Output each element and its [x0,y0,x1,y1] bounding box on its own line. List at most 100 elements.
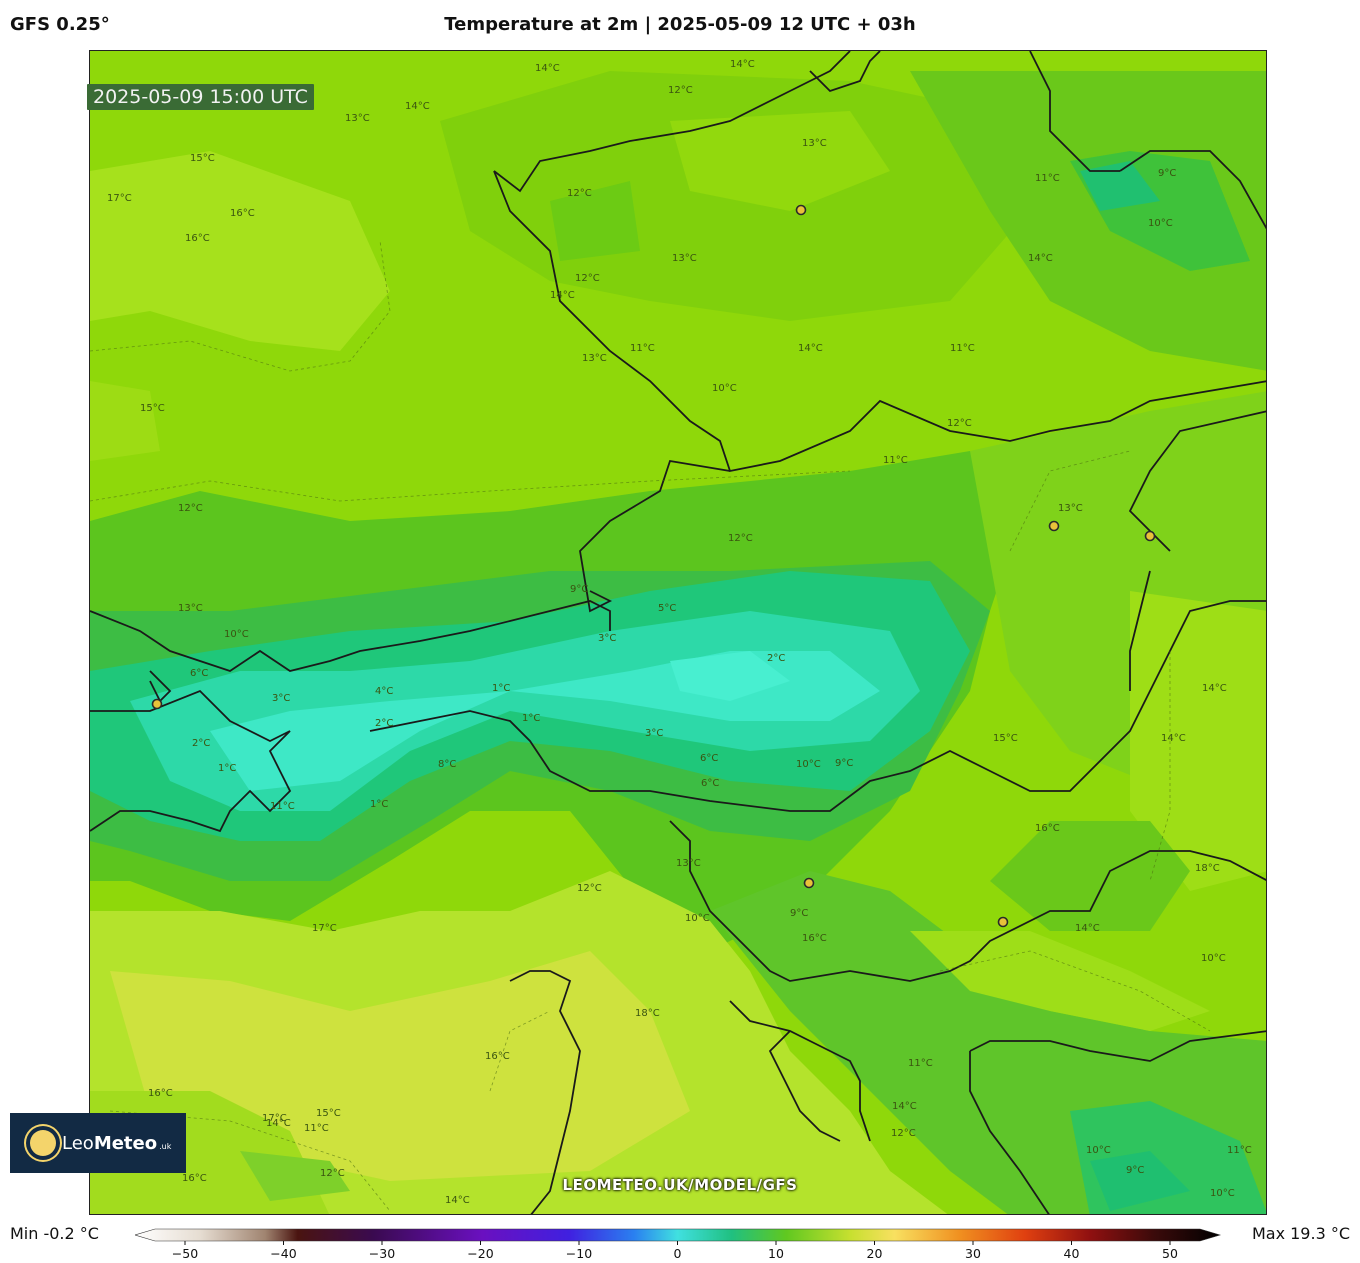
contour-label: 11°C [630,343,655,354]
contour-label: 2°C [375,718,393,729]
logo-suffix: .uk [159,1141,172,1151]
contour-label: 14°C [1028,253,1053,264]
contour-label: 14°C [445,1195,470,1206]
contour-label: 13°C [676,858,701,869]
contour-label: 14°C [892,1101,917,1112]
contour-label: 11°C [270,801,295,812]
contour-label: 14°C [798,343,823,354]
contour-label: 15°C [190,153,215,164]
contour-label: 14°C [730,59,755,70]
colorbar-tick-label: −40 [270,1246,296,1261]
contour-label: 1°C [218,763,236,774]
map-canvas: 14°C 14°C 13°C 12°C 14°C 13°C 15°C 17°C 16°C 16°C… [90,51,1266,1214]
contour-label: 16°C [182,1173,207,1184]
colorbar-tick-label: −10 [566,1246,592,1261]
contour-label: 9°C [790,908,808,919]
contour-label: 3°C [272,693,290,704]
contour-label: 2°C [767,653,785,664]
contour-label: 1°C [522,713,540,724]
contour-label: 13°C [582,353,607,364]
colorbar-tick-label: 40 [1064,1246,1080,1261]
colorbar-ticks: −50 −40 −30 −20 −10 0 10 20 30 40 50 [172,1241,1178,1261]
cool-zone-ne [910,71,1266,371]
watermark-url[interactable]: LEOMETEO.UK/MODEL/GFS [562,1176,798,1194]
country-borders [90,51,1266,1214]
city-marker [803,877,815,889]
colorbar-tick-label: −20 [467,1246,493,1261]
contour-label: 12°C [577,883,602,894]
contour-label: 6°C [700,753,718,764]
contour-label: 6°C [701,778,719,789]
colorbar-tick-label: 0 [674,1246,682,1261]
contour-label: 17°C [312,923,337,934]
contour-label: 15°C [993,733,1018,744]
contour-label: 17°C [107,193,132,204]
contour-label: 16°C [230,208,255,219]
contour-label: 16°C [802,933,827,944]
min-temp-label: Min -0.2 °C [10,1224,99,1243]
timestamp-badge: 2025-05-09 15:00 UTC [87,84,314,110]
contour-label: 16°C [148,1088,173,1099]
max-temp-label: Max 19.3 °C [1251,1224,1350,1243]
contour-label: 14°C [405,101,430,112]
colorbar-tick-label: 30 [965,1246,981,1261]
city-marker [1048,520,1060,532]
contour-label: 18°C [635,1008,660,1019]
contour-label: 10°C [1086,1145,1111,1156]
contour-label: 16°C [1035,823,1060,834]
contour-label: 13°C [802,138,827,149]
contour-label: 11°C [304,1123,329,1134]
contour-label: 4°C [375,686,393,697]
contour-label: 2°C [192,738,210,749]
contour-label: 12°C [567,188,592,199]
colorbar-tick-label: −30 [369,1246,395,1261]
contour-label: 9°C [1126,1165,1144,1176]
contour-label: 18°C [1195,863,1220,874]
contour-label: 10°C [1210,1188,1235,1199]
contour-label: 3°C [645,728,663,739]
colorbar-tick-label: 50 [1162,1246,1178,1261]
city-marker [795,204,807,216]
temperature-map[interactable]: 14°C 14°C 13°C 12°C 14°C 13°C 15°C 17°C 16°C 16°C… [89,50,1267,1215]
contour-label: 1°C [370,799,388,810]
contour-label: 15°C [140,403,165,414]
warm-zone-nw [90,151,390,351]
city-marker [1144,530,1156,542]
city-marker [997,916,1009,928]
contour-label: 11°C [950,343,975,354]
contour-label: 14°C [1202,683,1227,694]
contour-label: 3°C [598,633,616,644]
contour-label: 10°C [796,759,821,770]
contour-label: 8°C [438,759,456,770]
leometeo-logo[interactable]: LeoMeteo .uk [10,1113,186,1173]
colorbar-tick-label: 20 [867,1246,883,1261]
city-markers [151,204,1156,928]
colorbar-tick-label: 10 [768,1246,784,1261]
contour-label: 10°C [1201,953,1226,964]
colorbar-gradient [135,1228,1222,1242]
contour-label: 6°C [190,668,208,679]
model-label: GFS 0.25° [10,14,110,35]
contour-label: 14°C [266,1118,291,1129]
contour-label: 9°C [835,758,853,769]
contour-label: 10°C [685,913,710,924]
contour-label: 14°C [1161,733,1186,744]
contour-label: 12°C [320,1168,345,1179]
colorbar-tick-label: −50 [172,1246,198,1261]
contour-label: 10°C [224,629,249,640]
contour-label: 11°C [1227,1145,1252,1156]
contour-label: 16°C [485,1051,510,1062]
contour-label: 11°C [1035,173,1060,184]
contour-label: 16°C [185,233,210,244]
contour-label: 11°C [883,455,908,466]
colorbar: −50 −40 −30 −20 −10 0 10 20 30 40 50 [135,1228,1222,1261]
contour-label: 13°C [1058,503,1083,514]
contour-label: 10°C [712,383,737,394]
contour-label: 9°C [1158,168,1176,179]
contour-label: 14°C [1075,923,1100,934]
contour-label: 1°C [492,683,510,694]
contour-label: 5°C [658,603,676,614]
sun-icon [30,1130,56,1156]
contour-label: 12°C [575,273,600,284]
logo-text: LeoMeteo [62,1132,158,1154]
